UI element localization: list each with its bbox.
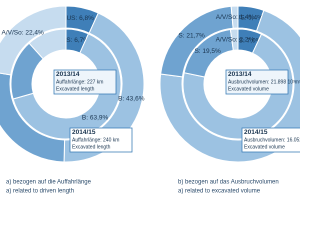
ring-segment <box>28 28 67 60</box>
caption: a) bezogen auf die Auffahrlänge <box>6 180 92 186</box>
ring-measure-en: Excavated length <box>56 86 95 92</box>
ring-segment <box>0 72 66 163</box>
value-label: S: 21,7% <box>178 32 205 39</box>
ring-year: 2014/15 <box>72 129 96 136</box>
ring-year: 2013/14 <box>228 71 252 78</box>
year-box <box>69 127 133 153</box>
year-box <box>53 69 117 95</box>
value-label: S: 19,5% <box>194 48 221 55</box>
value-label: US: 7,0% <box>234 37 262 44</box>
ring-segment <box>229 28 239 51</box>
ring-measure: Ausbruchvolumen: 21.898 10³m³ <box>228 79 300 85</box>
caption: b) bezogen auf das Ausbruchvolumen <box>178 180 279 186</box>
ring-segment <box>230 5 239 29</box>
ring-measure-en: Excavated volume <box>244 144 285 150</box>
ring-segment <box>182 33 294 140</box>
ring-measure: Ausbruchvolumen: 16.052 10³m³ <box>244 137 300 143</box>
caption-en: a) related to driven length <box>6 189 74 195</box>
year-box <box>225 69 289 95</box>
ring-year: 2013/14 <box>56 71 80 78</box>
value-label: B: 43,6% <box>118 96 145 103</box>
value-label: A/V/So: 1,4% <box>216 14 255 21</box>
caption-en: a) related to excavated volume <box>178 189 261 195</box>
ring-measure-en: Excavated length <box>72 144 111 150</box>
value-label: US: 5,4% <box>236 15 264 22</box>
ring-measure: Auffahrlänge: 227 km <box>56 79 103 85</box>
value-label: A/V/So: 22,4% <box>2 30 44 37</box>
value-label: US: 6,7% <box>62 37 90 44</box>
value-label: US: 6,8% <box>66 15 94 22</box>
year-box <box>241 127 300 153</box>
value-label: A/V/So: 2,2% <box>216 36 255 43</box>
ring-year: 2014/15 <box>244 129 268 136</box>
value-label: B: 63,9% <box>82 114 109 121</box>
ring-measure: Auffahrlänge: 240 km <box>72 137 119 143</box>
figure: US: 6,7% B: 63,9% US: 6,8% B: 43,6% A/V/So: … <box>0 5 300 195</box>
ring-segment <box>159 9 300 163</box>
ring-segment <box>63 12 145 163</box>
ring-measure-en: Excavated volume <box>228 86 269 92</box>
ring-segment <box>0 5 67 76</box>
